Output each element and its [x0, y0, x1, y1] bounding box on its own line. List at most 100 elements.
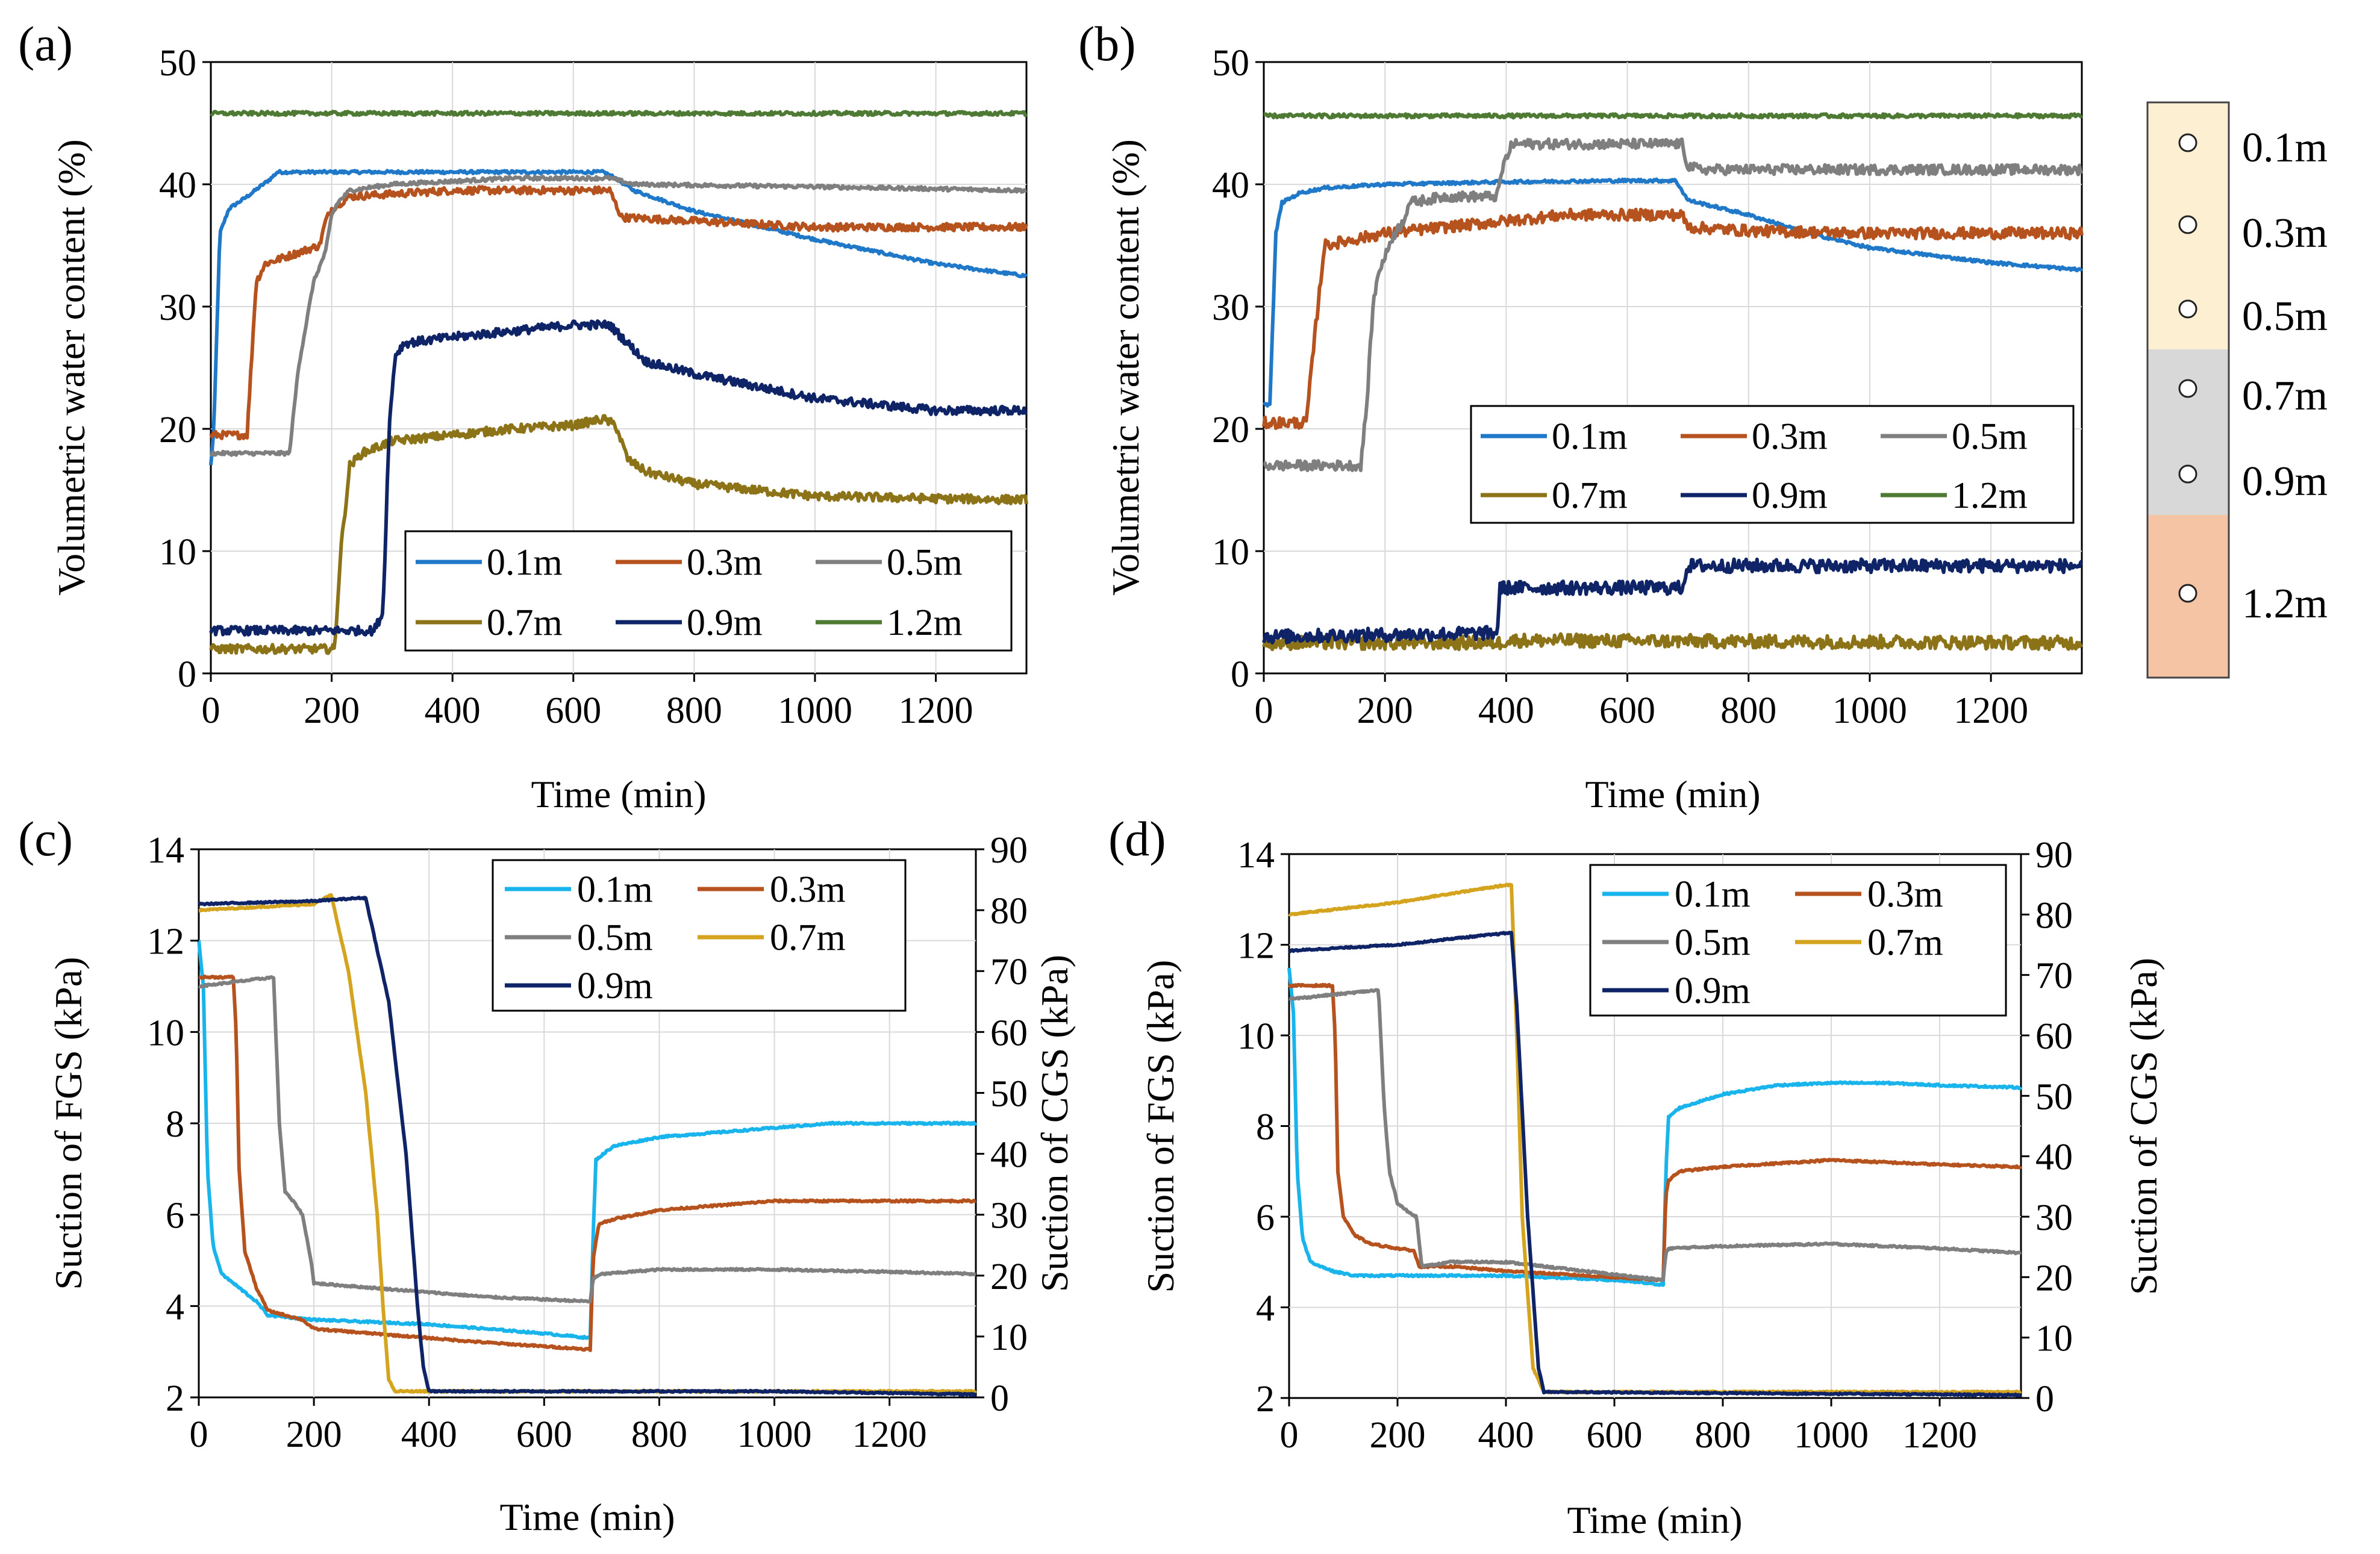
legend-label-d-0: 0.1m [1675, 874, 1751, 915]
y2-tick-label: 40 [990, 1135, 1028, 1176]
panel-d: (d) 0 200 400 600 800 1000 1200 2 4 6 8 10 12 14 0 10 20… [1108, 811, 2165, 1541]
legend-box-b [1470, 405, 2075, 524]
series-line-b-0_5m [1263, 137, 2083, 472]
series-line-b-0_3m [1262, 207, 2084, 430]
x-tick-label: 200 [1370, 1415, 1426, 1456]
legend-label-c-0: 0.1m [577, 869, 653, 910]
x-tick-label: 600 [1587, 1415, 1643, 1456]
x-tick-label: 1200 [1954, 690, 2028, 731]
y-tick-label: 8 [166, 1104, 184, 1145]
y2-axis-label-d: Suction of CGS (kPa) [2122, 958, 2165, 1295]
series-line-d-0_9m [1288, 931, 2022, 1397]
y2-tick-label: 50 [990, 1073, 1028, 1114]
profile-depth-label: 0.1m [2242, 125, 2328, 171]
y2-tick-label: 80 [2035, 895, 2073, 936]
y2-tick-label: 30 [2035, 1197, 2073, 1238]
legend-label-a-3: 0.7m [487, 602, 563, 643]
y2-tick-label: 50 [2035, 1076, 2073, 1117]
profile-depth-label: 1.2m [2242, 581, 2328, 627]
x-tick-label: 400 [425, 690, 481, 731]
series-line-b-0_9m [1262, 557, 2084, 645]
y2-axis-label-c: Suction of CGS (kPa) [1033, 955, 1076, 1292]
y-tick-label: 0 [1231, 654, 1249, 695]
y-tick-label: 6 [1256, 1197, 1275, 1238]
axis-ticks-b: 0 200 400 600 800 1000 1200 0 10 20 30 40 50 [1212, 43, 2028, 731]
series-line-a-0_9m [209, 319, 1028, 637]
series-line-a-0_7m [209, 414, 1028, 655]
y2-tick-label: 90 [2035, 835, 2073, 876]
legend-label-b-1: 0.3m [1752, 416, 1828, 457]
soil-profile-legend: 0.1m 0.3m 0.5m 0.7m 0.9m 1.2m [2146, 101, 2328, 679]
x-tick-label: 0 [190, 1414, 208, 1455]
legend-label-c-3: 0.7m [770, 917, 846, 958]
y-tick-label: 12 [1237, 926, 1275, 967]
y-axis-label-b: Volumetric water content (%) [1104, 139, 1147, 596]
y-axis-label-a: Volumetric water content (%) [50, 139, 93, 596]
x-tick-label: 800 [1720, 690, 1776, 731]
y2-tick-label: 60 [2035, 1016, 2073, 1057]
gridlines-b [1264, 62, 2082, 673]
panel-a: (a) 0 200 400 600 800 1000 1200 0 10 20 30 40 50 Tim… [18, 16, 1028, 816]
layer-gravel [2147, 349, 2229, 515]
x-tick-label: 600 [516, 1414, 572, 1455]
legend-box-a [404, 530, 1013, 652]
y-tick-label: 40 [159, 165, 196, 206]
legend-label-d-4: 0.9m [1675, 970, 1751, 1011]
x-axis-label-b: Time (min) [1585, 773, 1761, 816]
x-tick-label: 1200 [852, 1414, 927, 1455]
y2-tick-label: 80 [990, 891, 1028, 932]
legend-label-a-4: 0.9m [687, 602, 763, 643]
series-group-a [209, 110, 1028, 655]
legend-d: 0.1m 0.3m 0.5m 0.7m 0.9m [1589, 864, 2007, 1017]
legend-label-b-5: 1.2m [1952, 475, 2028, 516]
x-tick-label: 0 [1280, 1415, 1299, 1456]
x-tick-label: 600 [1599, 690, 1655, 731]
y2-tick-label: 30 [990, 1196, 1028, 1237]
y2-tick-label: 10 [2035, 1318, 2073, 1359]
x-tick-label: 1000 [1794, 1415, 1869, 1456]
x-tick-label: 400 [1478, 1415, 1534, 1456]
sensor-marker [2178, 215, 2197, 234]
series-line-d-0_5m [1288, 988, 2022, 1282]
x-tick-label: 1200 [899, 690, 973, 731]
profile-depth-label: 0.9m [2242, 458, 2328, 505]
plot-frame-b [1263, 61, 2083, 675]
y-tick-label: 50 [159, 43, 196, 84]
x-tick-label: 200 [304, 690, 360, 731]
y-tick-label: 4 [166, 1287, 184, 1328]
x-tick-label: 1000 [778, 690, 852, 731]
legend-label-d-3: 0.7m [1867, 922, 1943, 963]
panel-label-b: (b) [1078, 16, 1136, 71]
x-tick-label: 0 [1255, 690, 1273, 731]
series-line-b-1_2m [1263, 112, 2083, 120]
x-tick-label: 200 [286, 1414, 342, 1455]
sensor-marker [2178, 584, 2197, 603]
legend-label-b-0: 0.1m [1552, 416, 1628, 457]
series-group-b [1262, 112, 2084, 652]
legend-label-b-3: 0.7m [1552, 475, 1628, 516]
y-tick-label: 30 [1212, 287, 1249, 328]
x-axis-label-c: Time (min) [500, 1496, 675, 1538]
y2-tick-label: 70 [990, 952, 1028, 993]
profile-outline [2146, 101, 2230, 679]
series-line-d-0_1m [1287, 967, 2023, 1287]
y2-tick-label: 40 [2035, 1137, 2073, 1178]
legend-c: 0.1m 0.3m 0.5m 0.7m 0.9m [492, 859, 907, 1012]
legend-a: 0.1m 0.3m 0.5m 0.7m 0.9m 1.2m [404, 530, 1013, 652]
x-tick-label: 1000 [1832, 690, 1907, 731]
y-tick-label: 12 [147, 922, 184, 963]
legend-label-a-1: 0.3m [687, 542, 763, 583]
x-tick-label: 600 [545, 690, 601, 731]
x-tick-label: 0 [202, 690, 220, 731]
y-tick-label: 40 [1212, 165, 1249, 206]
y2-tick-label: 70 [2035, 956, 2073, 997]
series-group-c [197, 893, 978, 1397]
y-tick-label: 0 [178, 654, 196, 695]
axis-ticks-d: 0 200 400 600 800 1000 1200 2 4 6 8 10 12 14 0 10 20 30 40… [1237, 835, 2073, 1456]
sensor-marker [2178, 379, 2197, 398]
x-tick-label: 200 [1357, 690, 1413, 731]
profile-depth-label: 0.5m [2242, 293, 2328, 340]
series-line-d-0_3m [1287, 982, 2022, 1282]
profile-depth-label: 0.3m [2242, 210, 2328, 257]
y-tick-label: 2 [166, 1378, 184, 1419]
